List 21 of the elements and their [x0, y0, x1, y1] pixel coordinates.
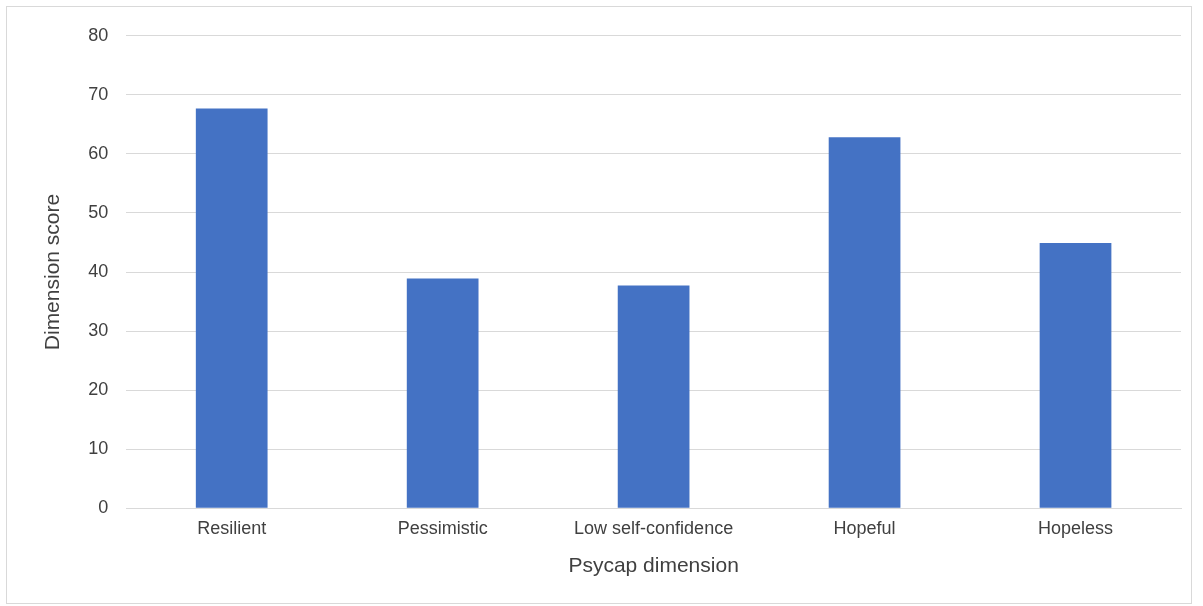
y-tick-label: 0 — [98, 497, 109, 518]
x-tick-label: Pessimistic — [397, 517, 488, 538]
y-tick-label: 50 — [88, 201, 109, 222]
y-tick-label: 40 — [88, 260, 109, 281]
y-tick-label: 20 — [88, 379, 109, 400]
y-tick-label: 10 — [88, 438, 109, 459]
bar — [828, 137, 901, 508]
x-axis-title: Psycap dimension — [568, 553, 739, 577]
bar — [195, 108, 268, 508]
y-tick-label: 60 — [88, 142, 109, 163]
bar — [406, 278, 479, 508]
x-tick-label: Hopeless — [1038, 517, 1114, 538]
x-tick-label: Low self-confidence — [574, 517, 734, 538]
x-tick-label: Hopeful — [833, 517, 896, 538]
bar — [1039, 243, 1112, 508]
bar — [617, 285, 690, 508]
x-tick-label: Resilient — [197, 517, 267, 538]
y-tick-label: 80 — [88, 24, 109, 45]
y-tick-label: 70 — [88, 83, 109, 104]
y-axis-title: Dimension score — [40, 193, 64, 351]
y-tick-label: 30 — [88, 320, 109, 341]
